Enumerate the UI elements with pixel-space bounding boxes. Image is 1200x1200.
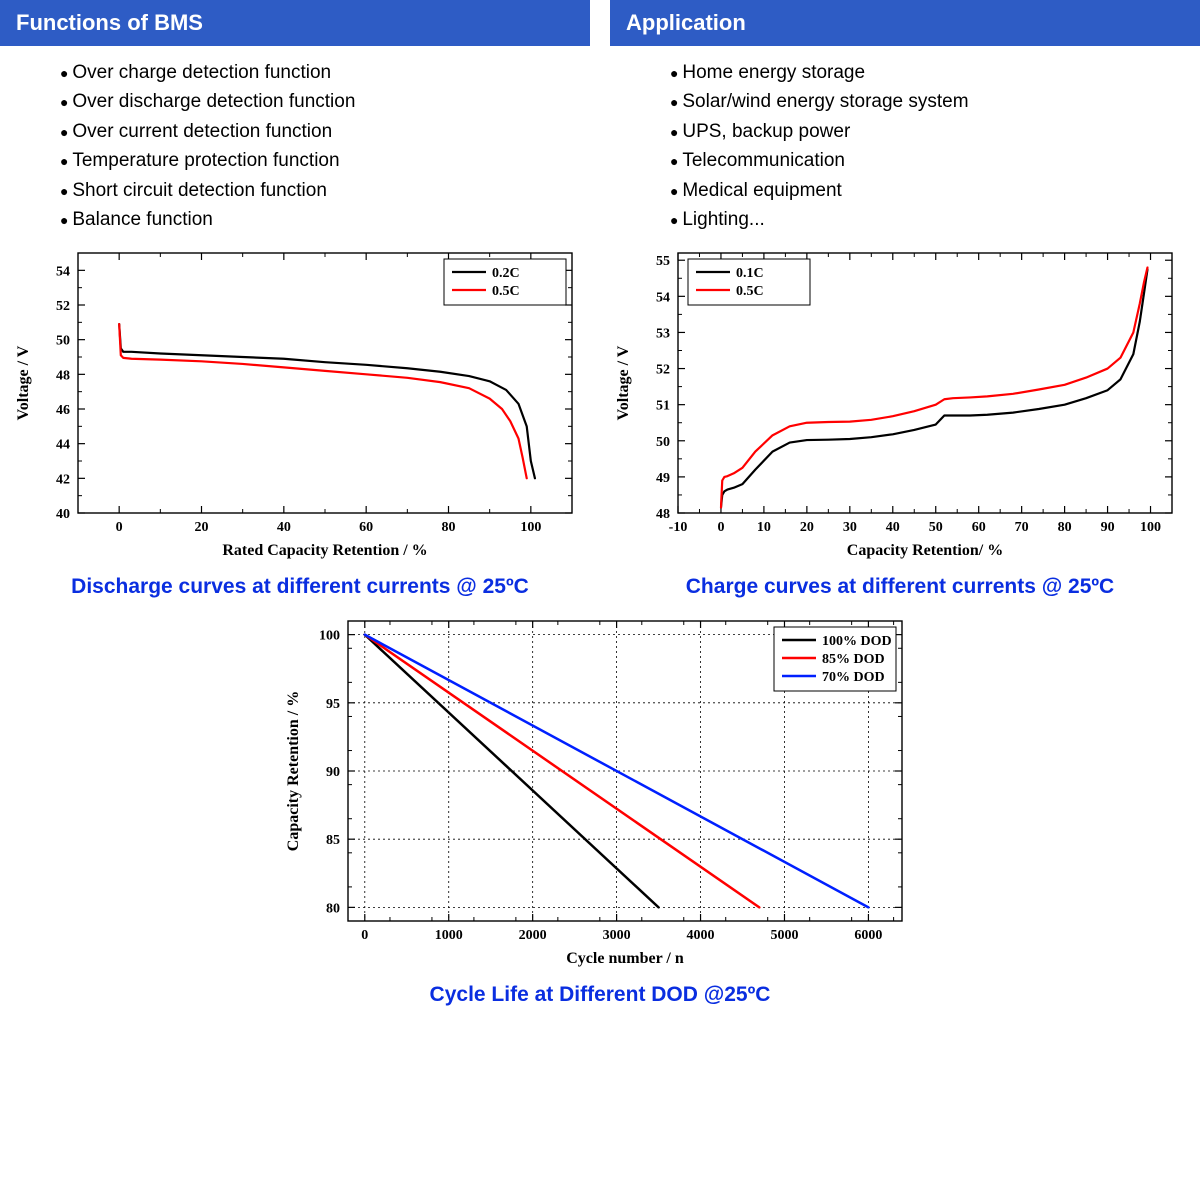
- svg-text:80: 80: [1058, 520, 1072, 535]
- svg-text:54: 54: [56, 264, 70, 279]
- charge-chart: -10 0 10 20 30 40 50 60 70 80 90 100 48 49 50 51 52 53 54 5…: [610, 239, 1190, 569]
- header-left: Functions of BMS: [0, 0, 590, 46]
- svg-text:10: 10: [757, 520, 771, 535]
- svg-text:53: 53: [656, 326, 670, 341]
- list-item: Medical equipment: [670, 176, 1200, 205]
- svg-text:50: 50: [656, 434, 670, 449]
- svg-text:70% DOD: 70% DOD: [822, 670, 885, 685]
- svg-text:2000: 2000: [519, 928, 547, 943]
- list-item: Over current detection function: [60, 117, 590, 146]
- svg-text:90: 90: [326, 765, 340, 780]
- discharge-chart: 0 20 40 60 80 100 40 42 44 46 48 50 52 54 Rated Capaci…: [10, 239, 590, 569]
- list-item: Over charge detection function: [60, 58, 590, 87]
- svg-text:0.1C: 0.1C: [736, 266, 764, 281]
- svg-text:85% DOD: 85% DOD: [822, 652, 885, 667]
- svg-text:Rated Capacity Retention / %: Rated Capacity Retention / %: [222, 542, 427, 559]
- svg-text:0.5C: 0.5C: [736, 284, 764, 299]
- svg-text:20: 20: [195, 520, 209, 535]
- svg-text:30: 30: [843, 520, 857, 535]
- list-item: Lighting...: [670, 205, 1200, 234]
- bms-functions-list: Over charge detection functionOver disch…: [0, 58, 590, 235]
- svg-text:0: 0: [361, 928, 368, 943]
- svg-text:80: 80: [326, 901, 340, 916]
- svg-text:54: 54: [656, 290, 670, 305]
- svg-text:70: 70: [1015, 520, 1029, 535]
- svg-text:-10: -10: [669, 520, 688, 535]
- cycle-life-chart-caption: Cycle Life at Different DOD @25ºC: [280, 977, 920, 1011]
- svg-text:0.2C: 0.2C: [492, 266, 520, 281]
- svg-text:40: 40: [56, 507, 70, 522]
- list-item: Balance function: [60, 205, 590, 234]
- header-right: Application: [610, 0, 1200, 46]
- svg-text:50: 50: [929, 520, 943, 535]
- svg-text:Capacity Retention/ %: Capacity Retention/ %: [847, 542, 1003, 559]
- svg-text:50: 50: [56, 333, 70, 348]
- svg-text:Voltage / V: Voltage / V: [615, 345, 632, 420]
- svg-text:49: 49: [656, 471, 670, 486]
- svg-text:52: 52: [56, 299, 70, 314]
- svg-text:60: 60: [972, 520, 986, 535]
- svg-text:95: 95: [326, 696, 340, 711]
- svg-text:46: 46: [56, 403, 70, 418]
- svg-text:60: 60: [359, 520, 373, 535]
- list-item: Home energy storage: [670, 58, 1200, 87]
- svg-text:20: 20: [800, 520, 814, 535]
- svg-text:Cycle number / n: Cycle number / n: [566, 950, 684, 967]
- svg-text:85: 85: [326, 833, 340, 848]
- svg-text:44: 44: [56, 437, 70, 452]
- svg-text:55: 55: [656, 254, 670, 269]
- list-item: UPS, backup power: [670, 117, 1200, 146]
- discharge-chart-caption: Discharge curves at different currents @…: [10, 569, 590, 603]
- svg-text:42: 42: [56, 472, 70, 487]
- list-item: Telecommunication: [670, 146, 1200, 175]
- svg-text:100% DOD: 100% DOD: [822, 634, 892, 649]
- svg-text:40: 40: [277, 520, 291, 535]
- svg-text:48: 48: [656, 507, 670, 522]
- svg-text:Capacity Retention / %: Capacity Retention / %: [285, 690, 302, 850]
- application-list: Home energy storageSolar/wind energy sto…: [610, 58, 1200, 235]
- svg-text:80: 80: [442, 520, 456, 535]
- svg-text:1000: 1000: [435, 928, 463, 943]
- svg-text:100: 100: [520, 520, 541, 535]
- charge-chart-caption: Charge curves at different currents @ 25…: [610, 569, 1190, 603]
- svg-text:0.5C: 0.5C: [492, 284, 520, 299]
- list-item: Over discharge detection function: [60, 87, 590, 116]
- svg-text:90: 90: [1101, 520, 1115, 535]
- svg-text:3000: 3000: [603, 928, 631, 943]
- svg-text:51: 51: [656, 398, 670, 413]
- svg-text:52: 52: [656, 362, 670, 377]
- svg-text:40: 40: [886, 520, 900, 535]
- cycle-life-chart: 0 1000 2000 3000 4000 5000 6000 80 85 90 95 100 Cycl…: [280, 607, 920, 977]
- svg-text:Voltage / V: Voltage / V: [15, 345, 32, 420]
- list-item: Temperature protection function: [60, 146, 590, 175]
- svg-text:6000: 6000: [854, 928, 882, 943]
- svg-text:100: 100: [319, 628, 340, 643]
- svg-text:100: 100: [1140, 520, 1161, 535]
- list-item: Short circuit detection function: [60, 176, 590, 205]
- list-item: Solar/wind energy storage system: [670, 87, 1200, 116]
- svg-text:48: 48: [56, 368, 70, 383]
- svg-text:5000: 5000: [770, 928, 798, 943]
- svg-text:0: 0: [116, 520, 123, 535]
- svg-text:4000: 4000: [687, 928, 715, 943]
- svg-text:0: 0: [717, 520, 724, 535]
